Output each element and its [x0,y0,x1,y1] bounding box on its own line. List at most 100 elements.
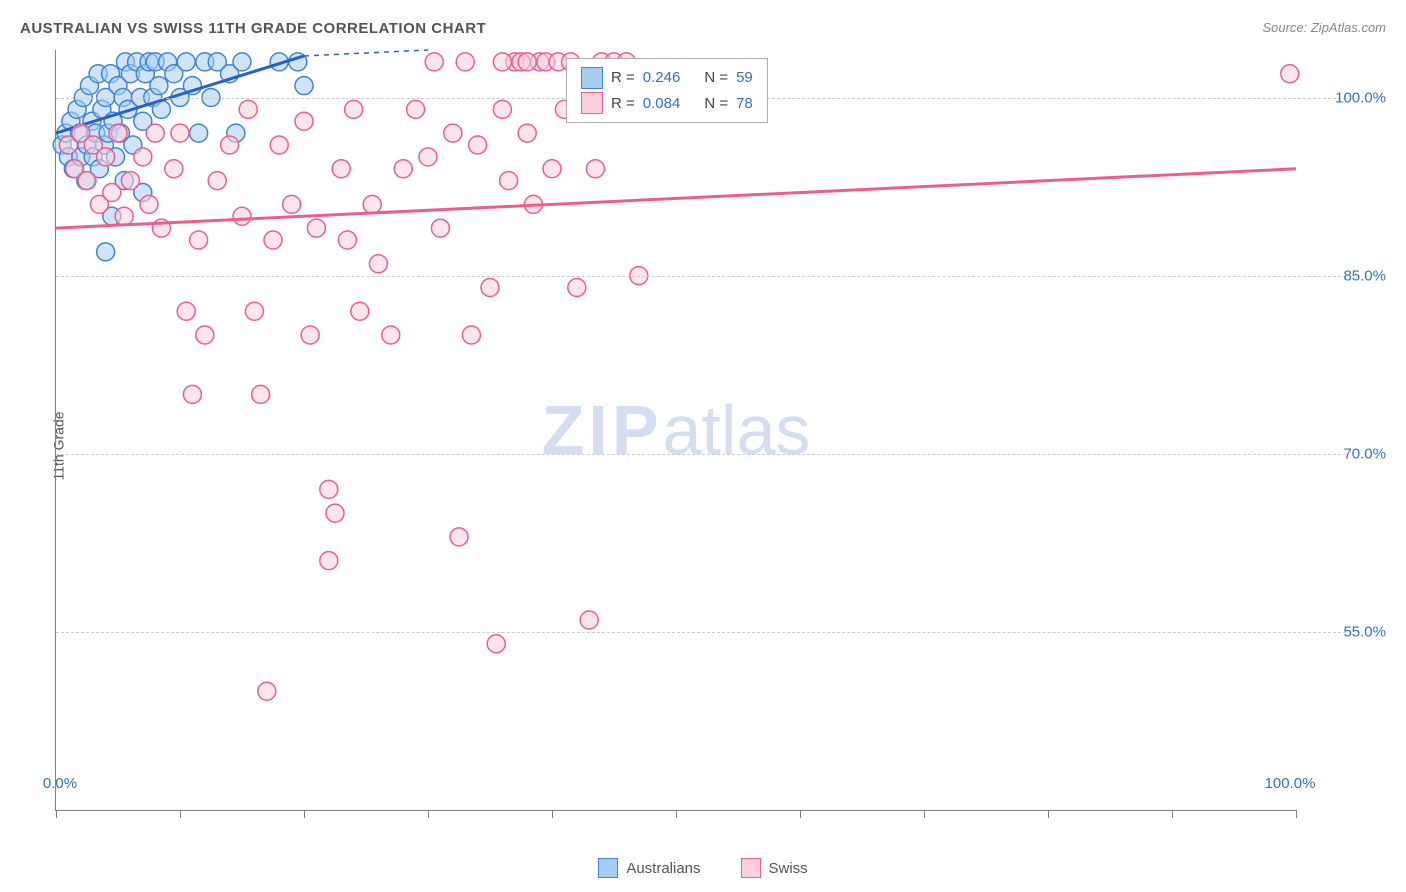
y-tick-label: 55.0% [1343,623,1386,640]
data-point [382,326,400,344]
x-tick [1172,810,1173,818]
trend-line-extrapolated [304,50,428,56]
data-point [171,124,189,142]
legend-swatch [741,858,761,878]
data-point [264,231,282,249]
data-point [481,279,499,297]
data-point [462,326,480,344]
data-point [363,195,381,213]
data-point [190,124,208,142]
data-point [543,160,561,178]
data-point [456,53,474,71]
data-point [493,100,511,118]
data-point [394,160,412,178]
x-tick [56,810,57,818]
stats-legend-row: R =0.084N =78 [581,91,753,117]
data-point [444,124,462,142]
y-tick-label: 70.0% [1343,445,1386,462]
y-tick-label: 100.0% [1335,89,1386,106]
data-point [518,53,536,71]
data-point [338,231,356,249]
x-axis-min-label: 0.0% [43,775,77,792]
data-point [307,219,325,237]
data-point [208,172,226,190]
data-point [450,528,468,546]
bottom-legend-item: Australians [598,858,700,878]
data-point [233,53,251,71]
r-label: R = [611,91,635,117]
stats-legend-row: R = 0.246 N = 59 [581,65,753,91]
data-point [487,635,505,653]
data-point [97,243,115,261]
data-point [369,255,387,273]
gridline [56,276,1346,277]
scatter-svg [56,50,1296,810]
data-point [140,195,158,213]
x-tick [304,810,305,818]
data-point [109,124,127,142]
chart-plot-area: ZIPatlas 55.0%70.0%85.0%100.0% R =0.246N… [55,50,1296,811]
data-point [258,682,276,700]
data-point [190,231,208,249]
data-point [351,302,369,320]
data-point [469,136,487,154]
data-point [146,124,164,142]
x-tick [924,810,925,818]
legend-swatch [598,858,618,878]
data-point [295,112,313,130]
data-point [115,207,133,225]
trend-line [56,169,1296,228]
x-axis-max-label: 100.0% [1265,775,1316,792]
data-point [500,172,518,190]
n-value: 78 [736,91,753,117]
data-point [233,207,251,225]
x-tick [1048,810,1049,818]
data-point [407,100,425,118]
data-point [301,326,319,344]
data-point [425,53,443,71]
data-point [134,148,152,166]
data-point [419,148,437,166]
x-tick [180,810,181,818]
data-point [332,160,350,178]
data-point [270,136,288,154]
legend-label: Swiss [769,860,808,877]
x-tick [800,810,801,818]
n-value: 59 [736,65,753,91]
legend-swatch [581,67,603,89]
data-point [345,100,363,118]
data-point [103,184,121,202]
x-tick [676,810,677,818]
gridline [56,632,1346,633]
data-point [283,195,301,213]
r-value: 0.084 [643,91,681,117]
gridline [56,454,1346,455]
data-point [78,172,96,190]
data-point [165,160,183,178]
data-point [586,160,604,178]
r-value: 0.246 [643,65,681,91]
data-point [580,611,598,629]
data-point [295,77,313,95]
legend-swatch [581,92,603,114]
data-point [320,552,338,570]
data-point [177,53,195,71]
data-point [326,504,344,522]
data-point [183,385,201,403]
data-point [150,77,168,95]
r-label: R = [611,65,635,91]
bottom-legend-item: Swiss [741,858,808,878]
data-point [518,124,536,142]
legend-label: Australians [626,860,700,877]
n-label: N = [704,65,728,91]
y-tick-label: 85.0% [1343,267,1386,284]
data-point [252,385,270,403]
data-point [196,326,214,344]
x-tick [552,810,553,818]
data-point [568,279,586,297]
data-point [221,136,239,154]
source-label: Source: ZipAtlas.com [1262,20,1386,35]
bottom-legend: Australians Swiss [0,858,1406,878]
data-point [1281,65,1299,83]
data-point [431,219,449,237]
